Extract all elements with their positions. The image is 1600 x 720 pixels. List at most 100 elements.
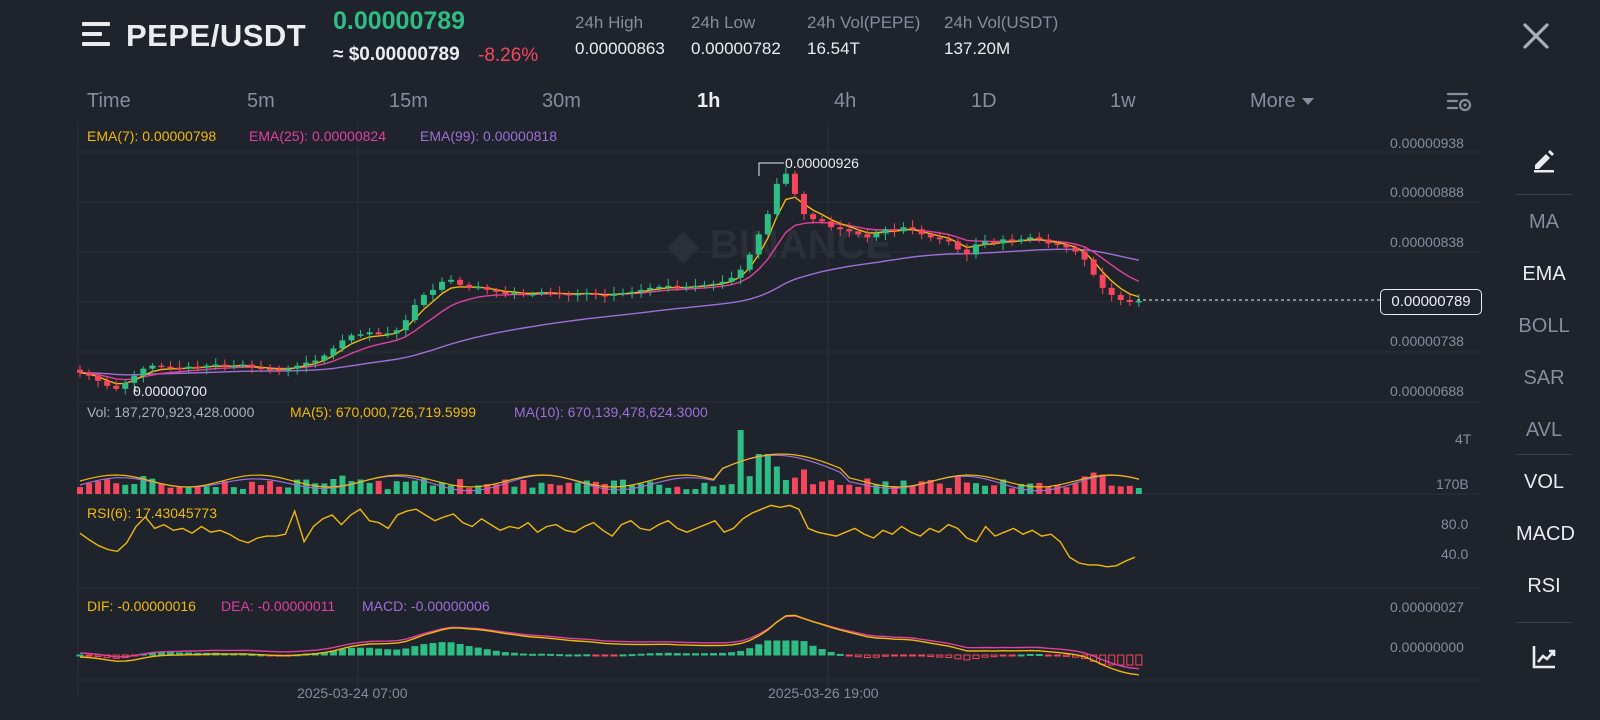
sidebar-macd[interactable]: MACD [1516,523,1575,545]
candle [439,281,445,290]
high-marker-line [758,162,784,176]
volume-bar [1027,483,1034,494]
macd-histogram-bar [474,647,482,656]
rsi-axis-label: 40.0 [1441,546,1469,562]
macd-histogram-bar [375,648,383,656]
volume-bar [583,480,590,494]
volume-bar [791,477,798,494]
tab-5m[interactable]: 5m [247,90,275,112]
volume-bar [520,479,527,494]
volume-bar [475,485,482,494]
candle [592,292,599,295]
chart-settings-icon[interactable] [1447,91,1473,113]
usd-price: ≈ $0.00000789 [333,44,460,65]
tab-1h[interactable]: 1h [697,90,721,112]
macd-histogram-bar [1135,654,1143,666]
vol-ma10-line [79,454,1140,492]
volume-bar [276,486,283,494]
macd-histogram-bar [999,654,1007,657]
price-axis-label: 0.00000938 [1390,135,1464,151]
candle [176,367,183,370]
tab-1w[interactable]: 1w [1110,90,1136,112]
candle [312,360,319,363]
macd-histogram-bar [809,645,817,656]
volume-bar [411,480,418,494]
volume-bar [574,482,581,494]
macd-histogram-bar [348,647,355,656]
macd-legend: MACD: -0.00000006 [362,598,490,614]
sidebar-sar[interactable]: SAR [1523,367,1565,389]
candle [773,183,780,215]
volume-bar [701,482,708,494]
pair-title[interactable]: PEPE/USDT [126,18,307,53]
volume-bar [167,487,174,494]
volume-bar [855,486,862,494]
macd-histogram-bar [872,654,880,658]
indicator-chart-icon[interactable] [1530,643,1558,671]
stat-24h-high-value: 0.00000863 [575,39,665,58]
tab-4h[interactable]: 4h [834,90,857,112]
candle [493,289,500,292]
rsi-axis-label: 80.0 [1441,516,1469,532]
candle [1117,294,1124,300]
candle [982,241,988,245]
candle [701,284,708,287]
tab-30m[interactable]: 30m [542,90,581,112]
chart-grid [77,122,1482,700]
macd-histogram-bar [836,653,844,656]
volume-bar [140,476,147,494]
volume-bar [963,482,970,494]
close-icon[interactable] [1518,18,1554,54]
volume-bar [638,483,645,494]
volume-bar [1108,485,1115,494]
tab-time[interactable]: Time [87,90,131,112]
sidebar-boll[interactable]: BOLL [1518,315,1570,337]
volume-bar [149,478,156,494]
draw-tool-icon[interactable] [1530,146,1558,174]
menu-icon[interactable] [82,20,112,48]
sidebar-rsi[interactable]: RSI [1527,575,1561,597]
stat-24h-vol-usdt-label: 24h Vol(USDT) [944,13,1059,32]
macd-histogram-bar [818,649,826,656]
tab-1d[interactable]: 1D [971,90,997,112]
candle [429,289,436,295]
candle [1054,243,1061,245]
candle [601,294,608,297]
sidebar-ma[interactable]: MA [1529,211,1559,233]
candle [248,364,255,368]
volume-bar [194,485,201,494]
sidebar-avl[interactable]: AVL [1525,419,1563,441]
macd-histogram-bar [737,650,745,656]
time-axis-label: 2025-03-24 07:00 [297,685,408,701]
tab-more[interactable]: More [1250,90,1314,113]
volume-bar [1036,482,1043,494]
candle [1027,237,1034,240]
candle [656,286,663,289]
macd-histogram-bar [1044,654,1052,657]
candle [855,231,862,235]
candle [810,214,817,220]
macd-histogram-bar [393,649,401,656]
candle [375,332,382,335]
candle [1045,239,1052,244]
candle [475,286,482,289]
macd-histogram-bar [1117,654,1125,666]
candle [402,320,409,331]
candle [782,173,789,184]
macd-histogram-bar [610,654,618,657]
candle [339,340,346,349]
sidebar-vol[interactable]: VOL [1523,471,1565,493]
macd-histogram-bar [1008,654,1016,657]
tab-15m[interactable]: 15m [389,90,428,112]
ema-lines [79,196,1140,385]
candle [393,330,400,334]
macd-histogram-bar [963,654,971,661]
volume-bar [755,454,762,494]
volume-bar [819,481,826,494]
macd-histogram-bar [384,649,392,656]
candle [927,234,934,238]
volume-bar [918,481,925,494]
sidebar-ema[interactable]: EMA [1522,263,1566,285]
volume-bar [873,484,880,494]
